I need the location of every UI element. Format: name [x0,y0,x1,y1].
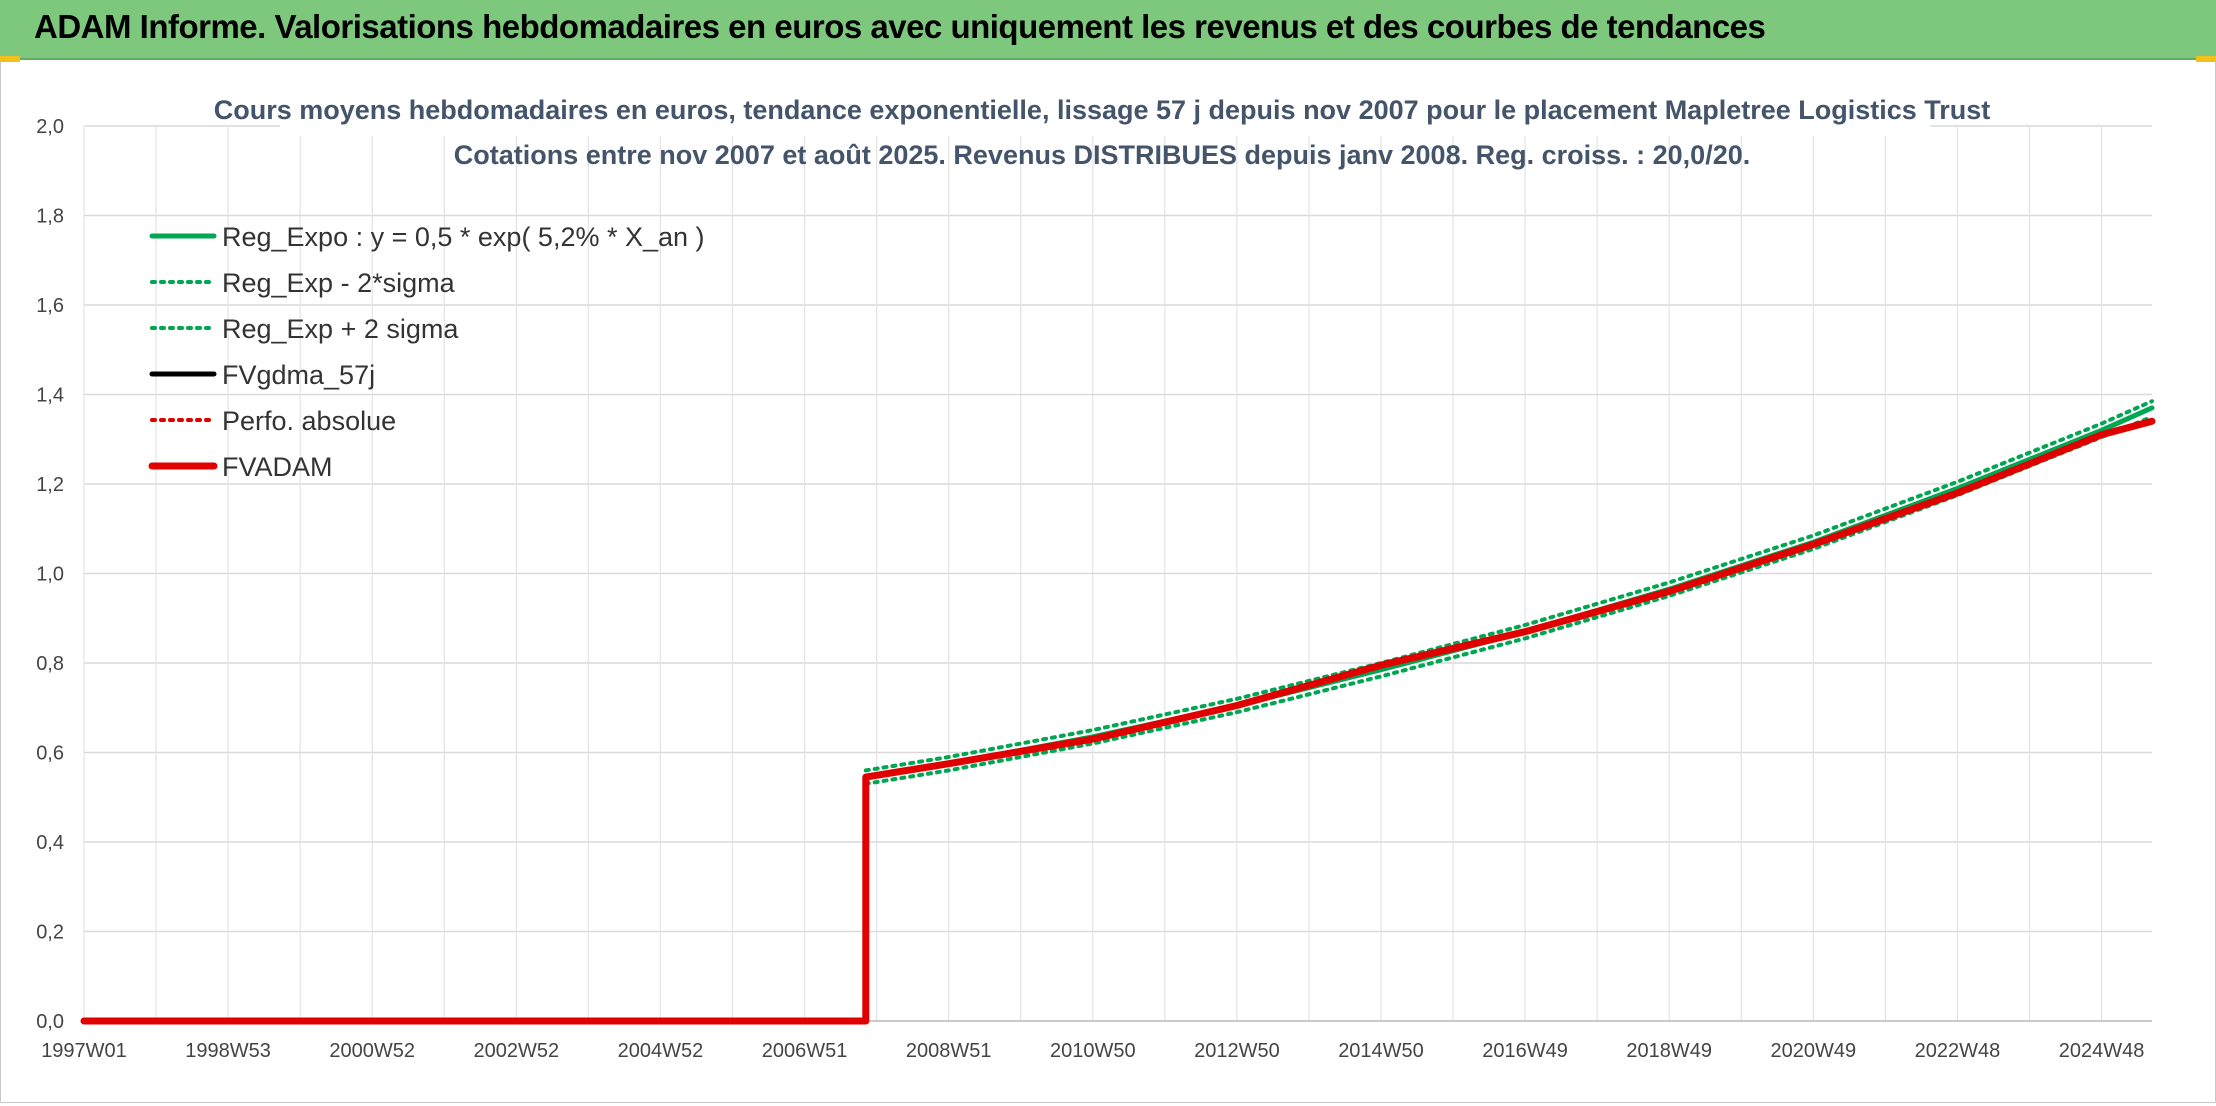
series-line-4 [863,419,2154,780]
corner-accent-right [2196,56,2216,64]
y-tick-label: 2,0 [36,116,64,138]
y-tick-label: 0,0 [36,1011,64,1033]
y-tick-label: 0,4 [36,832,64,854]
y-tick-label: 1,0 [36,564,64,586]
x-tick-label: 2020W49 [1771,1040,1857,1062]
legend-label: Reg_Exp - 2*sigma [222,268,456,298]
title-backdrop [280,92,1930,136]
x-tick-label: 2004W52 [618,1040,704,1062]
y-axis-ticks: 0,0 0,2 0,4 0,6 0,8 1,0 1,2 1,4 1,6 1,8 2,0 [36,116,64,1033]
legend-label: Reg_Exp + 2 sigma [222,314,459,344]
y-tick-label: 1,2 [36,474,64,496]
chart-title: Cours moyens hebdomadaires en euros, ten… [214,95,1991,125]
chart-legend: Reg_Expo : y = 0,5 * exp( 5,2% * X_an ) R… [148,222,705,482]
series-line-1 [863,414,2154,786]
y-tick-label: 0,8 [36,653,64,675]
x-tick-label: 2012W50 [1194,1040,1280,1062]
legend-label: Perfo. absolue [222,406,396,436]
y-tick-label: 1,4 [36,385,64,407]
x-tick-label: 2008W51 [906,1040,992,1062]
legend-label: Reg_Expo : y = 0,5 * exp( 5,2% * X_an ) [222,222,705,252]
series-line-3 [864,419,2154,779]
legend-label: FVgdma_57j [222,360,375,390]
x-tick-label: 2000W52 [329,1040,415,1062]
y-tick-label: 0,6 [36,743,64,765]
x-tick-label: 1997W01 [41,1040,127,1062]
x-tick-label: 2006W51 [762,1040,848,1062]
y-tick-label: 1,8 [36,206,64,228]
series-line-0 [863,405,2155,780]
report-title: ADAM Informe. Valorisations hebdomadaire… [34,8,1766,45]
x-tick-label: 2024W48 [2059,1040,2145,1062]
x-tick-label: 2022W48 [1915,1040,2001,1062]
x-tick-label: 2016W49 [1482,1040,1568,1062]
series-line-2 [863,399,2154,773]
report-header-bar: ADAM Informe. Valorisations hebdomadaire… [0,0,2216,60]
chart-area [0,62,2216,1103]
x-tick-label: 2002W52 [474,1040,560,1062]
x-tick-label: 2010W50 [1050,1040,1136,1062]
x-tick-label: 1998W53 [185,1040,271,1062]
x-tick-label: 2014W50 [1338,1040,1424,1062]
corner-accent-left [0,56,20,64]
x-axis-ticks: 1997W01 1998W53 2000W52 2002W52 2004W52 2006W… [41,1040,2144,1062]
chart-subtitle: Cotations entre nov 2007 et août 2025. R… [454,140,1750,170]
x-tick-label: 2018W49 [1626,1040,1712,1062]
series-line-5 [80,417,2156,1025]
y-tick-label: 0,2 [36,922,64,944]
legend-label: FVADAM [222,452,333,482]
y-tick-label: 1,6 [36,295,64,317]
chart-series [80,399,2156,1025]
chart-grid [83,125,2152,1022]
